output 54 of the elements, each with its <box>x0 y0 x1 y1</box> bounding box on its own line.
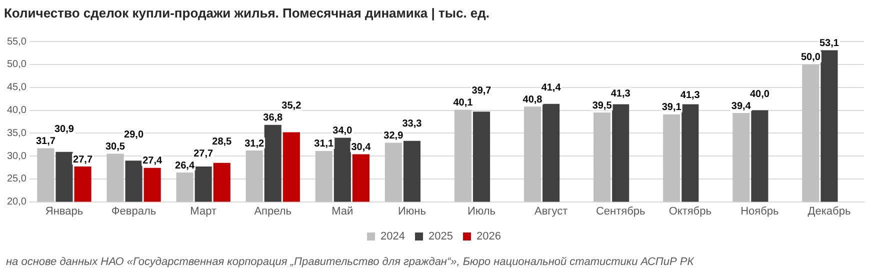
x-tick-label: Июнь <box>398 205 426 218</box>
data-label: 31,7 <box>36 136 56 147</box>
y-tick-label: 25,0 <box>6 174 27 185</box>
data-label: 27,7 <box>194 148 214 160</box>
y-tick-label: 35,0 <box>6 128 27 139</box>
x-tick-label: Январь <box>45 205 84 218</box>
x-tick-label: Октябрь <box>668 205 712 218</box>
legend-label: 2025 <box>428 230 453 243</box>
data-label: 30,4 <box>351 142 372 153</box>
data-label: 29,0 <box>124 129 144 140</box>
x-tick-label: Ноябрь <box>740 205 780 218</box>
x-tick-label: Август <box>534 205 568 218</box>
y-tick-label: 50,0 <box>6 59 27 70</box>
data-label: 30,9 <box>54 124 74 135</box>
x-tick-label: Февраль <box>111 205 156 218</box>
x-tick-label: Апрель <box>254 205 292 218</box>
data-label: 36,8 <box>263 112 284 124</box>
data-label: 30,5 <box>106 141 126 152</box>
y-tick-label: 40,0 <box>6 105 27 116</box>
data-label: 39,4 <box>731 100 752 112</box>
data-label: 28,5 <box>212 136 232 148</box>
data-label: 50,0 <box>800 52 821 64</box>
y-tick-label: 55,0 <box>6 36 27 48</box>
legend-label: 2024 <box>380 230 406 243</box>
x-tick-label: Март <box>190 205 216 218</box>
data-label: 27,7 <box>73 154 93 166</box>
legend-label: 2026 <box>476 230 501 243</box>
x-tick-label: Июль <box>467 205 496 218</box>
data-label: 26,4 <box>175 160 195 172</box>
data-label: 40,0 <box>750 88 770 100</box>
data-label: 39,5 <box>592 100 612 112</box>
data-label: 27,4 <box>142 156 162 167</box>
text: на основе данных НАО «Государственная корпорация „Правительство для граждан“», Бюро национальной статистики АСПиР РК <box>6 256 694 268</box>
data-label: 53,1 <box>819 38 840 50</box>
data-label: 41,3 <box>610 88 631 100</box>
data-label: 39,7 <box>472 86 492 97</box>
chart-title: Количество сделок купли-продажи жилья. Помесячная динамика | тыс. ед. <box>4 5 490 20</box>
data-label: 32,9 <box>384 130 404 142</box>
data-label: 39,1 <box>662 102 682 114</box>
data-label: 40,1 <box>453 98 474 109</box>
data-label: 34,0 <box>332 125 353 136</box>
data-label: 41,3 <box>680 90 700 102</box>
x-tick-label: Май <box>332 205 354 218</box>
y-tick-label: 45,0 <box>6 82 27 94</box>
data-label: 35,2 <box>282 100 302 112</box>
data-label: 31,2 <box>244 138 264 150</box>
y-tick-label: 20,0 <box>6 196 27 208</box>
data-label: 41,4 <box>541 82 562 94</box>
y-tick-label: 30,0 <box>6 150 27 162</box>
x-tick-label: Декабрь <box>808 205 851 218</box>
data-label: 33,3 <box>402 118 422 130</box>
data-label: 31,1 <box>314 138 334 150</box>
data-label: 40,8 <box>522 94 543 106</box>
x-tick-label: Сентябрь <box>596 205 646 218</box>
